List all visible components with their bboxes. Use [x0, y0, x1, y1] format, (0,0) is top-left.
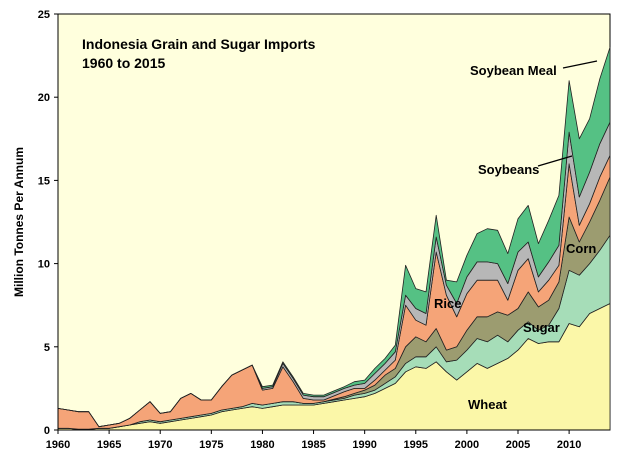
y-tick-label: 10 — [38, 259, 50, 271]
series-label-wheat: Wheat — [468, 397, 508, 412]
y-tick-label: 25 — [38, 9, 50, 21]
x-tick-label: 2010 — [557, 439, 581, 451]
x-tick-label: 2005 — [506, 439, 530, 451]
x-tick-label: 1985 — [301, 439, 325, 451]
soybeans-leader-line — [537, 155, 573, 167]
y-tick-label: 15 — [38, 175, 50, 187]
y-tick-label: 0 — [44, 425, 50, 437]
x-tick-label: 1970 — [148, 439, 172, 451]
x-tick-label: 1990 — [352, 439, 376, 451]
x-tick-label: 1960 — [46, 439, 70, 451]
x-tick-label: 1980 — [250, 439, 274, 451]
y-axis-label: Million Tonnes Per Annum — [12, 147, 26, 297]
x-tick-label: 1995 — [404, 439, 428, 451]
chart-title: Indonesia Grain and Sugar Imports — [82, 36, 316, 52]
series-label-corn: Corn — [566, 241, 596, 256]
series-label-soybeans: Soybeans — [478, 162, 539, 177]
soybean-meal-leader-line — [562, 60, 598, 69]
series-label-sugar: Sugar — [523, 320, 560, 335]
x-tick-label: 1965 — [97, 439, 121, 451]
x-tick-label: 1975 — [199, 439, 223, 451]
area-soybean-meal — [57, 46, 611, 428]
y-ticks: 0 5 10 15 20 25 — [38, 9, 58, 437]
y-tick-label: 5 — [44, 342, 50, 354]
x-ticks: 1960 1965 1970 1975 1980 1985 1990 1995 2000 2005… — [46, 430, 581, 451]
x-tick-label: 2000 — [455, 439, 479, 451]
series-label-soybean-meal: Soybean Meal — [470, 63, 557, 78]
chart-subtitle: 1960 to 2015 — [82, 55, 165, 71]
y-tick-label: 20 — [38, 92, 50, 104]
series-label-rice: Rice — [434, 296, 461, 311]
